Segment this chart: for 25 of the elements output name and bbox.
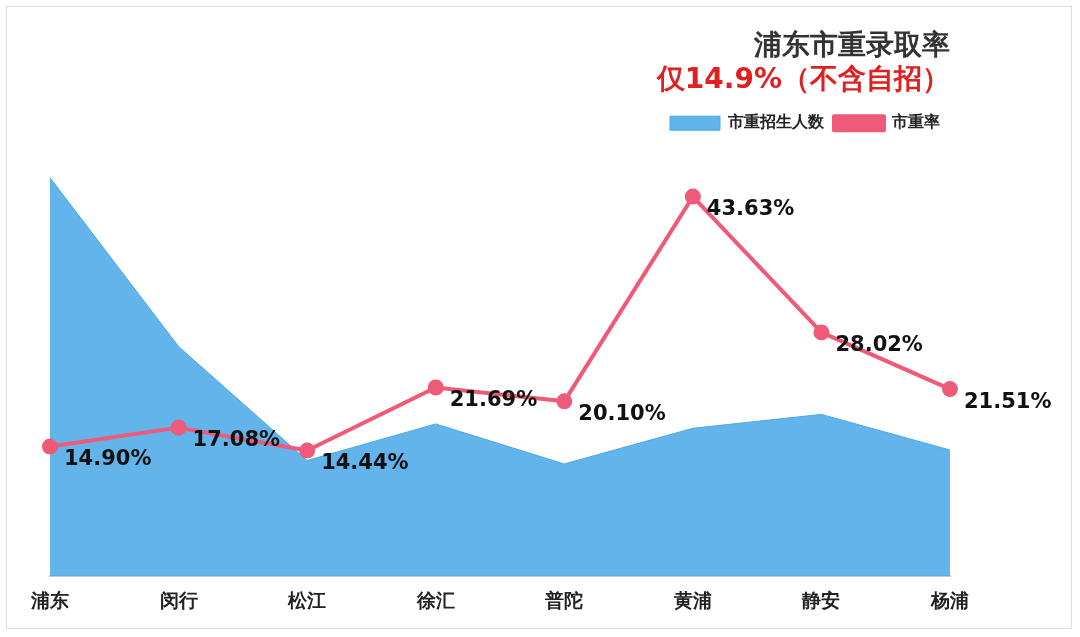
legend-label: 市重招生人数 — [727, 112, 825, 132]
x-tick-label: 徐汇 — [415, 588, 455, 611]
chart-title: 浦东市重录取率 — [753, 28, 950, 62]
x-tick-label: 杨浦 — [930, 588, 969, 611]
point — [299, 442, 316, 459]
data-label: 20.10% — [578, 400, 666, 425]
legend-label: 市重率 — [891, 112, 940, 132]
data-label: 21.51% — [964, 388, 1052, 413]
point — [42, 438, 58, 455]
point — [556, 393, 573, 410]
point — [684, 188, 701, 205]
point — [427, 379, 444, 396]
chart-subtitle: 仅14.9%（不含自招） — [655, 61, 950, 95]
x-tick-label: 松江 — [287, 588, 327, 611]
x-tick-label: 闵行 — [159, 588, 198, 611]
data-label: 14.44% — [321, 450, 409, 475]
x-tick-label: 浦东 — [30, 588, 69, 611]
x-tick-label: 静安 — [801, 588, 841, 611]
data-label: 43.63% — [706, 196, 795, 221]
data-label: 14.90% — [64, 446, 152, 471]
x-tick-label: 普陀 — [544, 588, 584, 611]
x-tick-label: 黄浦 — [672, 588, 712, 611]
point — [813, 324, 830, 341]
point — [942, 381, 958, 398]
point — [170, 419, 187, 436]
